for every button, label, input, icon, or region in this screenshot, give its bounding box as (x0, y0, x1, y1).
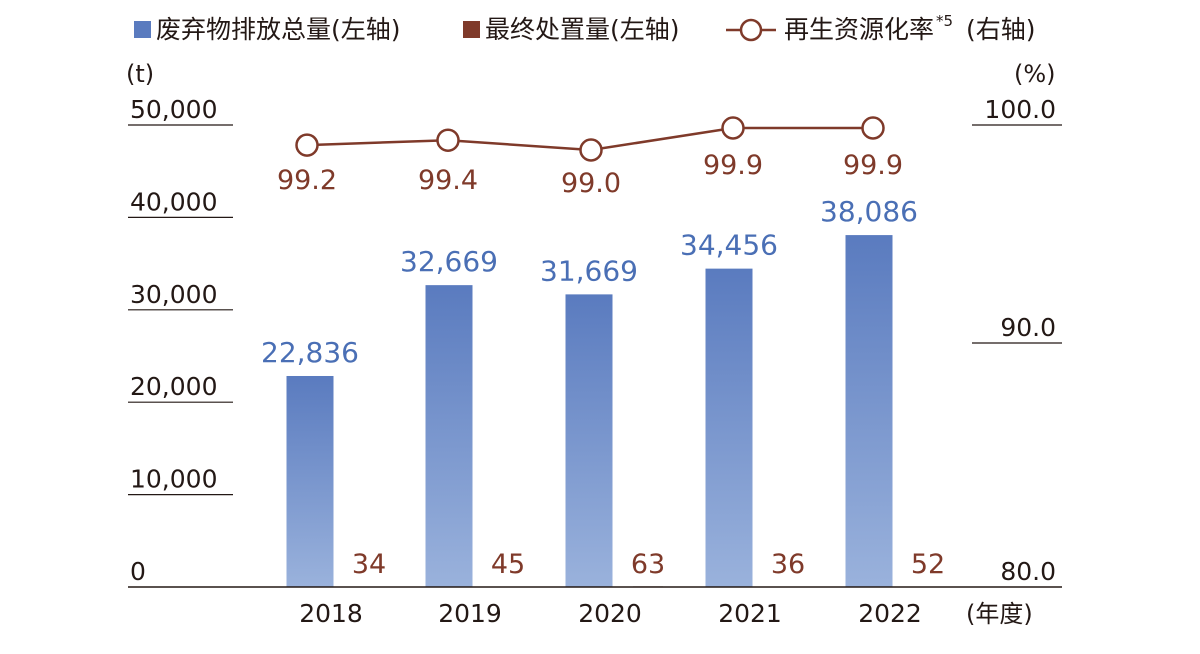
total-value-label: 32,669 (400, 245, 498, 278)
total-bars (286, 235, 943, 587)
rate-marker-2018 (295, 133, 319, 157)
rate-value-label: 99.9 (703, 150, 763, 181)
left-tick-label: 10,000 (130, 465, 217, 494)
total-value-label: 22,836 (261, 336, 359, 369)
left-tick-label: 20,000 (130, 372, 217, 401)
category-label-2022: 2022 (858, 599, 922, 628)
category-labels: 2018 2019 2020 2021 2022 (299, 599, 922, 628)
right-axis: 80.0 90.0 100.0 (972, 95, 1062, 586)
final-value-label: 36 (771, 549, 805, 580)
rate-marker-2020 (579, 138, 603, 162)
bar-labels: 22,836 32,669 31,669 34,456 38,086 34 45 63 36 52 (261, 195, 945, 580)
left-axis: 0 10,000 20,000 30,000 40,000 50,000 (128, 95, 233, 586)
rate-value-label: 99.0 (561, 168, 621, 199)
legend-rate-axis-label: (右轴) (966, 15, 1036, 44)
category-label-2020: 2020 (578, 599, 642, 628)
right-tick-label: 80.0 (1000, 557, 1056, 586)
right-axis-unit: (%) (1014, 60, 1056, 88)
left-tick-label: 40,000 (130, 187, 217, 216)
legend-final-label: 最终处置量(左轴) (485, 15, 680, 44)
right-tick-label: 100.0 (984, 95, 1056, 124)
total-bar-2018 (286, 375, 334, 587)
rate-marker-2022 (861, 116, 885, 140)
rate-value-label: 99.9 (843, 150, 903, 181)
legend-final-swatch (463, 21, 480, 38)
legend-rate-label: 再生资源化率 (784, 15, 934, 44)
rate-value-label: 99.4 (418, 165, 478, 196)
total-bar-2021 (705, 268, 753, 587)
rate-value-label: 99.2 (277, 165, 337, 196)
final-value-label: 63 (631, 549, 665, 580)
x-axis-unit: (年度) (966, 600, 1033, 628)
left-tick-label: 30,000 (130, 280, 217, 309)
legend-rate-marker (739, 18, 763, 42)
total-value-label: 34,456 (680, 229, 778, 262)
final-value-label: 52 (911, 549, 945, 580)
legend-total-swatch (134, 21, 151, 38)
rate-marker-2019 (436, 128, 460, 152)
left-axis-unit: (t) (126, 60, 154, 88)
total-bar-2019 (425, 285, 473, 587)
rate-series: 99.2 99.4 99.0 99.9 99.9 (277, 116, 903, 199)
total-value-label: 31,669 (540, 254, 638, 287)
legend-rate-footnote-mark: *5 (936, 12, 953, 30)
rate-marker-2021 (721, 116, 745, 140)
left-tick-label: 0 (130, 557, 146, 586)
legend-total-label: 废弃物排放总量(左轴) (156, 15, 401, 44)
category-label-2021: 2021 (718, 599, 782, 628)
category-label-2018: 2018 (299, 599, 363, 628)
total-bar-2020 (565, 294, 613, 587)
total-value-label: 38,086 (820, 195, 918, 228)
final-value-label: 34 (352, 549, 386, 580)
left-tick-label: 50,000 (130, 95, 217, 124)
right-tick-label: 90.0 (1000, 313, 1056, 342)
total-bar-2022 (845, 235, 893, 587)
legend: 废弃物排放总量(左轴) 最终处置量(左轴) 再生资源化率 *5 (右轴) (134, 12, 1036, 44)
final-value-label: 45 (491, 549, 525, 580)
category-label-2019: 2019 (438, 599, 502, 628)
